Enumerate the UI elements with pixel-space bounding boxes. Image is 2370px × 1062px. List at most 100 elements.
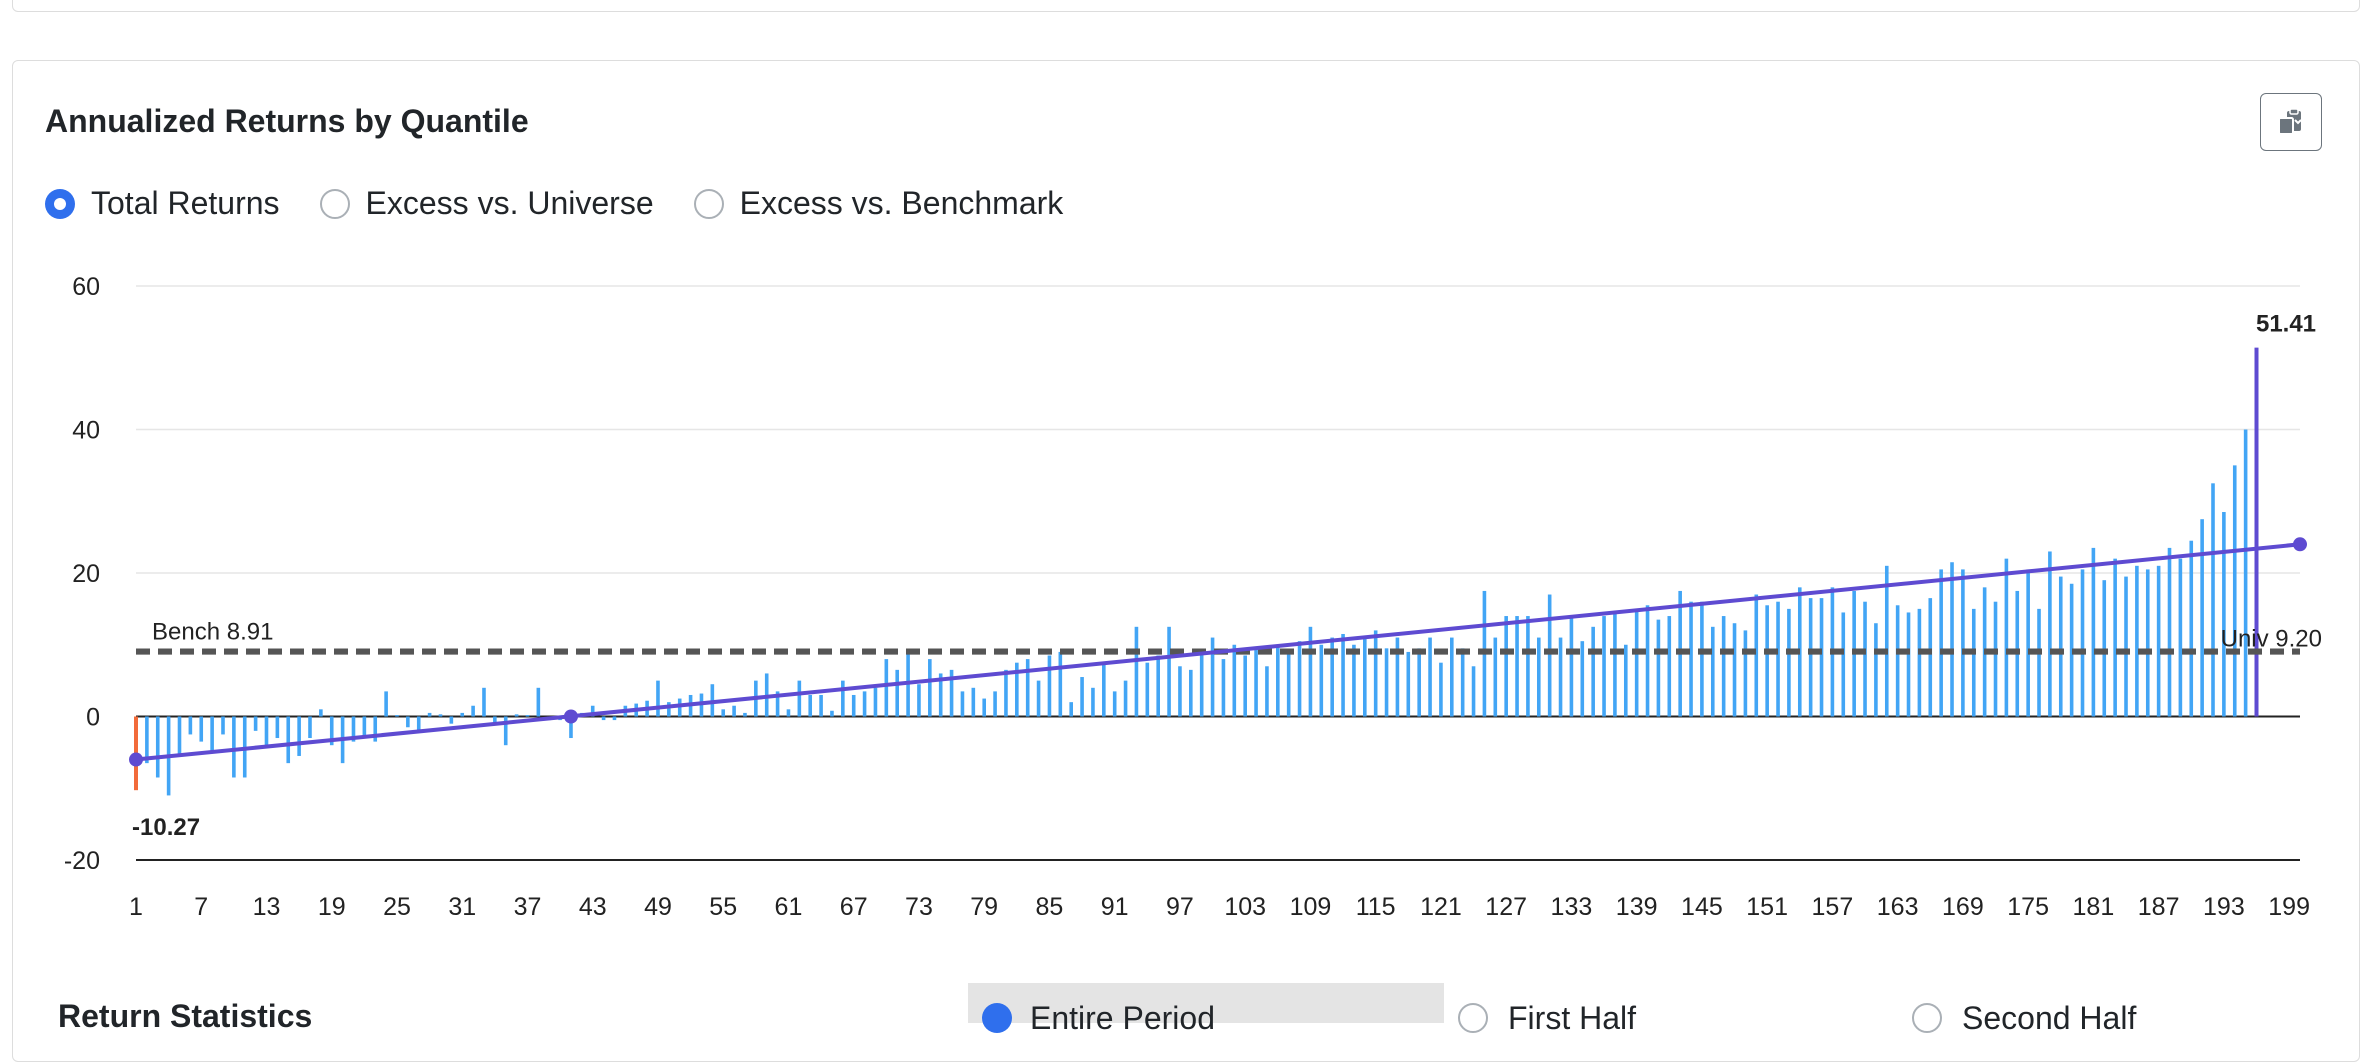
quantile-bar	[1906, 612, 1911, 717]
quantile-bar	[612, 716, 617, 721]
radio-button-checked[interactable]	[45, 188, 75, 219]
x-tick-label: 49	[644, 893, 672, 921]
quantile-bar	[2200, 519, 2204, 717]
radio-button[interactable]	[1458, 1003, 1488, 1033]
quantile-bar	[884, 659, 889, 717]
quantile-bar	[786, 709, 791, 717]
x-tick-label: 133	[1551, 893, 1593, 921]
quantile-bar	[395, 715, 399, 717]
quantile-bar	[1286, 651, 1291, 717]
quantile-bar	[297, 716, 301, 756]
quantile-bar	[895, 669, 900, 717]
x-tick-label: 73	[905, 893, 933, 921]
x-tick-label: 61	[775, 893, 803, 921]
x-tick-label: 115	[1356, 893, 1396, 921]
radio-total-returns[interactable]: Total Returns	[45, 185, 280, 222]
quantile-bar	[917, 684, 921, 717]
trend-end-point	[2293, 537, 2307, 552]
radio-label[interactable]: Excess vs. Benchmark	[739, 185, 1064, 221]
x-tick-label: 151	[1746, 893, 1788, 921]
radio-button[interactable]	[319, 188, 350, 219]
quantile-bar	[2145, 569, 2150, 717]
quantile-bar	[1993, 601, 1998, 717]
radio-label[interactable]: Excess vs. Universe	[365, 185, 654, 221]
x-tick-label: 187	[2138, 893, 2180, 921]
quantile-bar	[2091, 547, 2096, 717]
x-tick-label: 37	[514, 893, 542, 921]
y-tick-label: -20	[64, 847, 100, 875]
quantile-bar	[569, 716, 573, 739]
quantile-bar	[319, 709, 323, 717]
quantile-bar	[438, 714, 443, 717]
quantile-bar	[1863, 601, 1867, 717]
quantile-bar	[1112, 691, 1117, 717]
quantile-bar	[329, 716, 334, 746]
quantile-bar	[1352, 644, 1356, 717]
quantile-bar	[1689, 601, 1693, 717]
copy-to-clipboard-button[interactable]	[2260, 93, 2322, 151]
quantile-bar	[808, 694, 813, 717]
radio-excess-vs-benchmark[interactable]: Excess vs. Benchmark	[693, 185, 1064, 222]
trend-start-point	[129, 752, 143, 767]
quantile-bar	[1373, 630, 1378, 717]
quantile-bar	[851, 694, 856, 717]
radio-button-checked[interactable]	[982, 1003, 1012, 1033]
quantile-bar	[1808, 598, 1813, 717]
x-tick-label: 127	[1485, 893, 1527, 921]
quantile-bar	[1656, 619, 1661, 717]
quantile-bar	[677, 698, 682, 717]
quantile-returns-card: Annualized Returns by Quantile Total Ret…	[12, 60, 2360, 1062]
quantile-bar	[1536, 637, 1541, 717]
x-tick-label: 181	[2073, 893, 2115, 921]
quantile-bar	[1145, 662, 1150, 717]
quantile-bar	[503, 716, 508, 746]
quantile-bar	[667, 702, 671, 717]
quantile-bar	[1102, 662, 1106, 717]
quantile-bar	[841, 680, 845, 717]
quantile-bar	[1667, 616, 1672, 717]
benchmark-label: Bench 8.91	[152, 619, 273, 646]
quantile-bar	[384, 691, 388, 717]
quantile-bar	[938, 673, 943, 717]
quantile-bar	[830, 710, 834, 717]
x-tick-label: 25	[383, 893, 411, 921]
quantile-bar	[1308, 626, 1313, 717]
quantile-bar	[1971, 608, 1976, 717]
quantile-bar	[1874, 623, 1878, 717]
quantile-bar	[1765, 605, 1769, 717]
quantile-bar	[525, 715, 530, 717]
previous-card	[12, 0, 2360, 12]
quantile-bar	[971, 687, 976, 717]
quantile-bar	[1015, 662, 1019, 717]
quantile-bar	[1591, 626, 1595, 717]
quantile-bar	[1210, 637, 1215, 717]
quantile-bar	[721, 709, 726, 717]
quantile-bar	[199, 716, 204, 742]
x-tick-label: 67	[840, 893, 868, 921]
quantile-bar	[1123, 680, 1128, 717]
quantile-bar	[210, 716, 214, 753]
quantile-bar	[1645, 605, 1650, 717]
x-tick-label: 139	[1616, 893, 1658, 921]
quantile-bar	[2135, 565, 2139, 717]
universe-label: Univ 9.20	[2221, 625, 2322, 652]
radio-button[interactable]	[1912, 1003, 1942, 1033]
x-tick-label: 175	[2007, 893, 2049, 921]
x-tick-label: 19	[318, 893, 346, 921]
x-tick-label: 97	[1166, 893, 1194, 921]
quantile-bar	[2026, 569, 2030, 717]
quantile-bar	[1091, 687, 1095, 717]
x-tick-label: 157	[1812, 893, 1854, 921]
quantile-bar	[1069, 702, 1073, 717]
quantile-bar	[873, 687, 878, 717]
radio-button[interactable]	[693, 188, 724, 219]
period-option-label[interactable]: Second Half	[1962, 1000, 2137, 1036]
radio-label[interactable]: Total Returns	[91, 185, 280, 221]
quantile-bar	[427, 712, 432, 717]
period-option-label[interactable]: First Half	[1508, 1000, 1636, 1036]
radio-excess-vs-universe[interactable]: Excess vs. Universe	[319, 185, 654, 222]
quantile-bar	[1558, 637, 1563, 717]
quantile-bar	[960, 691, 965, 717]
quantile-bar	[1276, 644, 1280, 717]
period-option-label[interactable]: Entire Period	[1030, 1000, 1215, 1036]
